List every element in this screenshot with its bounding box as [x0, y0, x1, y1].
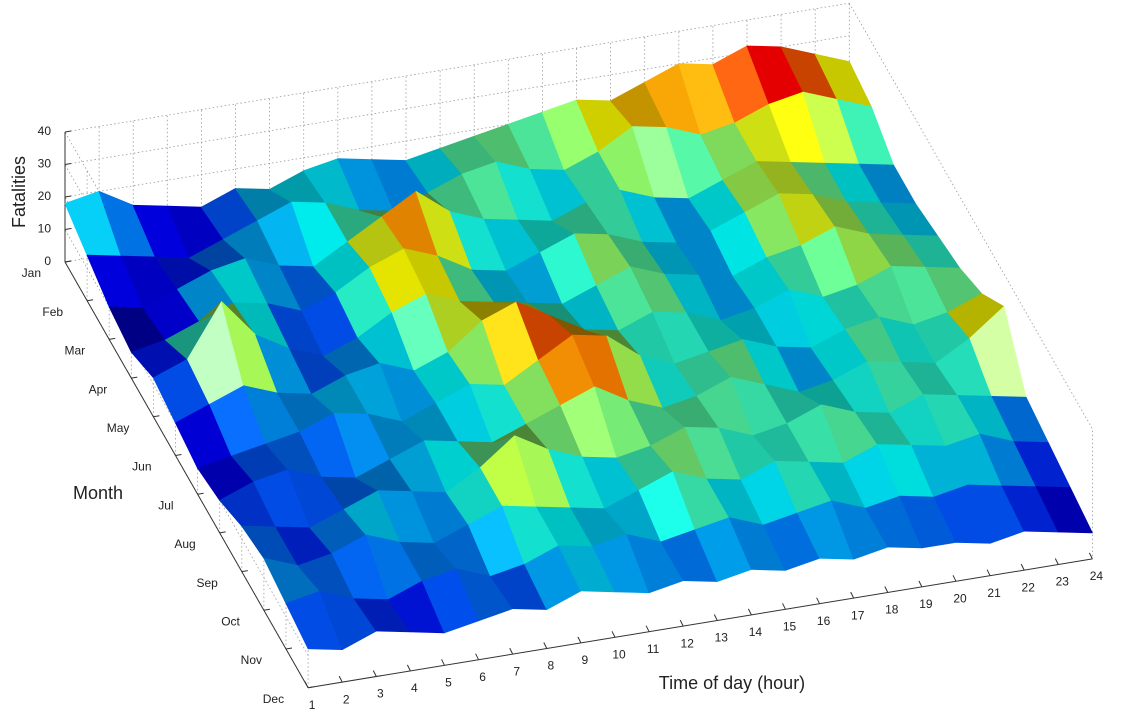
y-tick	[241, 570, 248, 573]
x-tick-label: 3	[377, 687, 384, 701]
y-tick-label: Oct	[221, 614, 240, 628]
z-axis-label: Fatalities	[9, 156, 29, 228]
x-tick	[986, 569, 991, 576]
x-tick-label: 22	[1022, 580, 1036, 594]
x-tick	[611, 631, 616, 638]
y-tick	[131, 376, 138, 379]
x-tick	[645, 625, 650, 632]
x-tick-label: 10	[612, 647, 626, 661]
z-tick-label: 40	[38, 124, 52, 138]
y-tick-label: Feb	[42, 305, 63, 319]
y-tick	[109, 337, 116, 340]
x-tick	[713, 614, 718, 621]
y-tick	[219, 531, 226, 534]
z-tick-label: 30	[38, 157, 52, 171]
y-tick-label: Jul	[158, 498, 173, 512]
y-tick-label: May	[107, 421, 130, 435]
x-tick-label: 7	[513, 664, 520, 678]
x-tick-label: 21	[987, 586, 1001, 600]
y-tick-label: Nov	[241, 653, 262, 667]
y-tick	[175, 454, 182, 456]
x-tick	[441, 659, 445, 666]
y-tick	[263, 608, 270, 611]
z-tick	[64, 130, 72, 133]
x-tick	[1054, 558, 1059, 565]
z-tick-label: 20	[38, 189, 52, 203]
z-tick	[64, 195, 72, 198]
x-tick-label: 6	[479, 670, 486, 684]
box-edge	[848, 3, 1093, 559]
z-tick-label: 0	[44, 254, 51, 268]
x-tick	[747, 608, 752, 616]
x-tick	[577, 636, 582, 644]
y-tick	[197, 492, 204, 495]
y-tick-label: Dec	[263, 692, 284, 706]
y-tick-label: Aug	[174, 537, 195, 551]
x-tick-label: 23	[1056, 575, 1070, 589]
x-tick	[1020, 563, 1025, 571]
x-tick	[475, 653, 480, 660]
x-tick	[509, 647, 514, 655]
z-tick	[64, 228, 72, 230]
x-tick-label: 24	[1090, 569, 1104, 583]
x-axis-label: Time of day (hour)	[659, 673, 805, 693]
x-tick-label: 2	[343, 692, 350, 706]
y-tick	[153, 415, 160, 418]
x-tick-label: 18	[885, 603, 899, 617]
x-tick-label: 1	[309, 698, 316, 712]
y-tick	[87, 299, 94, 302]
x-tick-label: 12	[681, 636, 695, 650]
grid-line	[64, 2, 850, 558]
surface-patch	[1035, 486, 1093, 534]
x-tick-label: 9	[582, 653, 589, 667]
x-tick-label: 4	[411, 681, 418, 695]
x-tick	[782, 603, 786, 610]
y-tick	[285, 647, 293, 650]
x-tick	[850, 591, 855, 599]
x-tick-label: 13	[715, 631, 729, 645]
x-tick	[918, 580, 923, 588]
grid-line	[64, 35, 850, 591]
x-tick-label: 16	[817, 614, 831, 628]
x-tick	[679, 619, 684, 627]
y-tick-label: Jan	[22, 266, 41, 280]
x-tick	[884, 586, 889, 593]
x-tick-label: 17	[851, 608, 865, 622]
x-tick	[406, 664, 411, 672]
x-tick	[816, 597, 821, 604]
x-tick	[1088, 552, 1093, 560]
x-tick	[952, 575, 957, 582]
x-tick	[543, 642, 548, 649]
y-tick-label: Sep	[196, 576, 218, 590]
y-tick	[64, 260, 72, 263]
axis-line	[64, 261, 309, 688]
y-axis-label: Month	[73, 483, 123, 503]
x-tick	[338, 675, 343, 683]
x-tick-label: 15	[783, 619, 797, 633]
y-tick	[308, 686, 315, 689]
x-tick-label: 5	[445, 675, 452, 689]
x-tick-label: 19	[919, 597, 933, 611]
x-tick	[372, 670, 377, 677]
x-tick-label: 14	[749, 625, 763, 639]
y-tick-label: Apr	[89, 382, 108, 396]
z-tick	[64, 163, 72, 165]
x-tick-label: 11	[647, 642, 660, 656]
x-tick-label: 20	[953, 591, 967, 605]
x-tick-label: 8	[547, 659, 554, 673]
axis-line	[308, 558, 1093, 689]
y-tick-label: Mar	[65, 344, 86, 358]
x-tick	[304, 681, 309, 688]
z-tick-label: 10	[38, 222, 52, 236]
y-tick-label: Jun	[132, 460, 151, 474]
